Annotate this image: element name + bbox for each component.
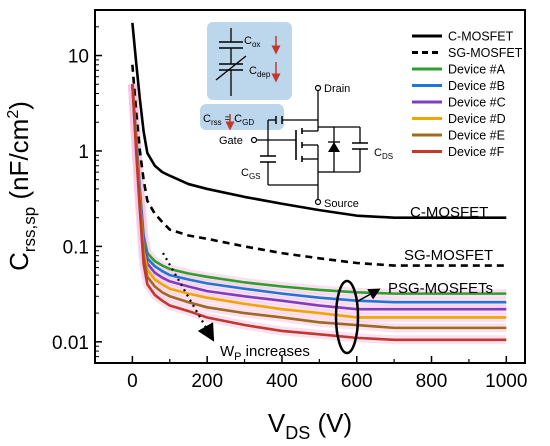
annotation-sgmosfet: SG-MOSFET xyxy=(404,247,493,264)
y-tick-label: 10 xyxy=(68,47,89,68)
plot-frame xyxy=(94,9,526,364)
legend-label: Device #C xyxy=(448,96,506,110)
legend-label: Device #F xyxy=(448,145,505,159)
legend-label: C-MOSFET xyxy=(448,30,514,44)
inset-circuit: Cox Cdep Crss = CGD Drain Gate xyxy=(200,22,393,210)
x-axis-title-unit: (V) xyxy=(310,408,352,438)
inset-gate: Gate xyxy=(219,135,243,147)
svg-text:CDS: CDS xyxy=(374,147,393,161)
svg-text:CGS: CGS xyxy=(241,167,261,181)
inset-cox-sub: ox xyxy=(252,40,260,49)
x-tick-label: 200 xyxy=(191,371,223,392)
annotation-wp-rest: increases xyxy=(242,343,310,360)
psg-ellipse xyxy=(334,279,360,355)
legend-label: Device #E xyxy=(448,129,505,143)
annotation-psg: PSG-MOSFETs xyxy=(388,280,493,297)
series-line xyxy=(131,64,507,267)
legend-label: Device #A xyxy=(448,63,506,77)
x-axis-title-sub: DS xyxy=(285,423,310,443)
series-line xyxy=(131,22,507,219)
svg-text:Cdep: Cdep xyxy=(249,65,271,79)
inset-cds-main: C xyxy=(374,147,382,159)
inset-crss-b-sub: GD xyxy=(242,118,254,127)
x-tick-label: 600 xyxy=(341,371,373,392)
inset-cox-main: C xyxy=(244,35,252,47)
svg-text:Cox: Cox xyxy=(244,35,260,49)
inset-cdep-sub: dep xyxy=(257,70,271,79)
x-tick-label: 400 xyxy=(266,371,298,392)
annotation-wp-main: W xyxy=(220,343,235,360)
inset-cgs-sub: GS xyxy=(249,172,261,181)
legend-label: Device #B xyxy=(448,79,505,93)
y-axis-title-sup: 2 xyxy=(5,110,22,119)
ticks: 0 200 400 600 800 1000 0.01 0.1 1 10 xyxy=(52,9,527,392)
inset-cds-sub: DS xyxy=(382,152,393,161)
inset-crss-a-sub: rss xyxy=(211,118,222,127)
annotation-cmosfet: C-MOSFET xyxy=(410,204,488,221)
x-axis-title-main: V xyxy=(268,408,286,438)
y-axis-title: Crss,sp (nF/cm2) xyxy=(4,101,39,271)
y-axis-title-main: C xyxy=(4,252,34,271)
annotation-wp-sub: P xyxy=(234,351,241,363)
x-tick-label: 1000 xyxy=(485,371,527,392)
series-group xyxy=(131,22,507,342)
psg-arrow xyxy=(357,288,381,302)
legend: C-MOSFET SG-MOSFET Device #A Device #B Devic… xyxy=(412,30,523,159)
inset-capacitor-box xyxy=(207,22,292,100)
y-tick-label: 0.01 xyxy=(52,333,89,354)
y-axis-title-close: ) xyxy=(4,101,34,110)
x-tick-label: 0 xyxy=(127,371,138,392)
x-axis-title: VDS (V) xyxy=(268,408,352,443)
y-tick-label: 0.1 xyxy=(63,237,89,258)
y-axis-title-unit: (nF/cm xyxy=(4,119,34,207)
inset-cgs-main: C xyxy=(241,167,249,179)
y-tick-label: 1 xyxy=(78,142,89,163)
legend-label: Device #D xyxy=(448,112,506,126)
annotation-wp: WP increases xyxy=(220,343,310,363)
x-tick-label: 800 xyxy=(416,371,448,392)
wp-arrow xyxy=(162,252,215,342)
inset-crss-eq: = C xyxy=(222,113,243,125)
series-line xyxy=(131,84,507,342)
inset-drain: Drain xyxy=(324,83,350,95)
legend-label: SG-MOSFET xyxy=(448,46,523,60)
inset-crss-a: C xyxy=(203,113,211,125)
inset-cdep-main: C xyxy=(249,65,257,77)
y-axis-title-sub: rss,sp xyxy=(20,207,39,252)
inset-crss-box xyxy=(200,104,284,130)
inset-source: Source xyxy=(324,198,359,210)
